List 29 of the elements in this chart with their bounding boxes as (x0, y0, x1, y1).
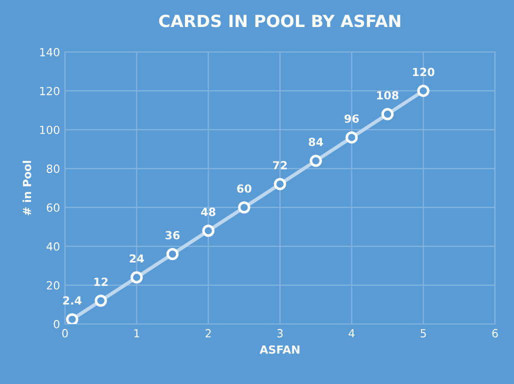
data-label: 36 (166, 231, 180, 240)
data-label: 120 (412, 68, 434, 76)
chart-title: CARDS IN POOL BY ASFAN (159, 14, 400, 28)
y-tick-label: 40 (46, 242, 60, 251)
data-label: 2.4 (63, 296, 82, 305)
data-label: 84 (308, 138, 324, 146)
data-label: 24 (130, 254, 144, 263)
x-tick-label: 1 (134, 329, 140, 338)
x-tick-label: 2 (206, 329, 211, 338)
data-label: 12 (94, 278, 108, 286)
y-tick-label: 60 (46, 203, 60, 212)
x-tick-label: 3 (277, 329, 283, 338)
x-axis-title: ASFAN (260, 345, 300, 354)
data-label: 48 (201, 208, 216, 216)
x-tick-label: 0 (62, 329, 68, 338)
data-label: 72 (273, 161, 287, 170)
y-tick-label: 140 (40, 48, 60, 56)
y-tick-label: 0 (54, 320, 60, 328)
data-label: 60 (237, 184, 252, 193)
data-label: 108 (377, 91, 398, 100)
x-tick-label: 4 (348, 329, 355, 338)
y-axis-title: # in Pool (22, 160, 32, 216)
y-tick-label: 80 (46, 164, 60, 173)
data-label: 96 (344, 114, 359, 123)
y-tick-label: 100 (40, 126, 60, 134)
y-tick-label: 120 (40, 86, 60, 96)
x-tick-label: 5 (420, 329, 426, 338)
y-tick-label: 20 (46, 281, 60, 290)
x-tick-label: 6 (492, 329, 498, 338)
